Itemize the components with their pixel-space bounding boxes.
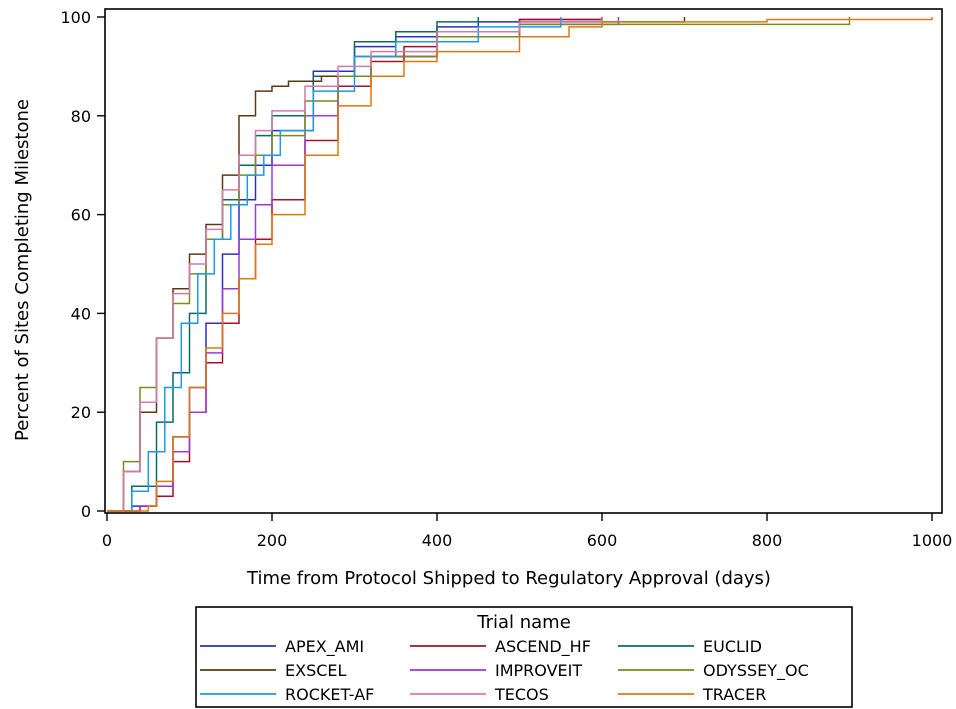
x-tick-label: 1000 <box>912 531 953 550</box>
legend-label-exscel: EXSCEL <box>285 661 347 680</box>
legend-label-tecos: TECOS <box>494 685 549 704</box>
x-tick-label: 400 <box>422 531 453 550</box>
legend-label-tracer: TRACER <box>702 685 766 704</box>
legend-label-apex-ami: APEX_AMI <box>285 637 364 657</box>
legend-label-improveit: IMPROVEIT <box>495 661 582 680</box>
legend-items: APEX_AMI ASCEND_HF EUCLID EXSCEL IMPROVEIT OD… <box>200 637 809 704</box>
series-line-tecos <box>107 17 603 512</box>
y-tick-label: 0 <box>81 502 91 521</box>
x-tick-label: 800 <box>752 531 783 550</box>
legend-label-euclid: EUCLID <box>703 637 762 656</box>
x-axis: 0 200 400 600 800 1000 <box>102 513 952 550</box>
series-line-tracer <box>107 17 933 512</box>
x-tick-label: 200 <box>257 531 288 550</box>
y-axis: 0 20 40 60 80 100 <box>60 8 105 521</box>
y-tick-label: 40 <box>71 304 91 323</box>
y-tick-label: 20 <box>71 403 91 422</box>
y-tick-label: 100 <box>60 8 91 27</box>
x-axis-title: Time from Protocol Shipped to Regulatory… <box>246 568 771 589</box>
x-tick-label: 600 <box>587 531 618 550</box>
legend-box <box>195 606 853 708</box>
x-tick-label: 0 <box>102 531 112 550</box>
legend-label-ascend-hf: ASCEND_HF <box>495 637 591 657</box>
y-tick-label: 80 <box>71 107 91 126</box>
legend-label-rocket-af: ROCKET-AF <box>285 685 374 704</box>
legend-label-odyssey-oc: ODYSSEY_OC <box>703 661 809 681</box>
legend: Trial name APEX_AMI ASCEND_HF EUCLID EXSCEL… <box>195 606 853 708</box>
series-line-rocket-af <box>107 17 562 512</box>
y-axis-title: Percent of Sites Completing Milestone <box>12 99 33 441</box>
plot-frame <box>104 8 943 514</box>
y-tick-label: 60 <box>71 206 91 225</box>
legend-title: Trial name <box>476 612 571 633</box>
plot-lines <box>107 17 933 512</box>
